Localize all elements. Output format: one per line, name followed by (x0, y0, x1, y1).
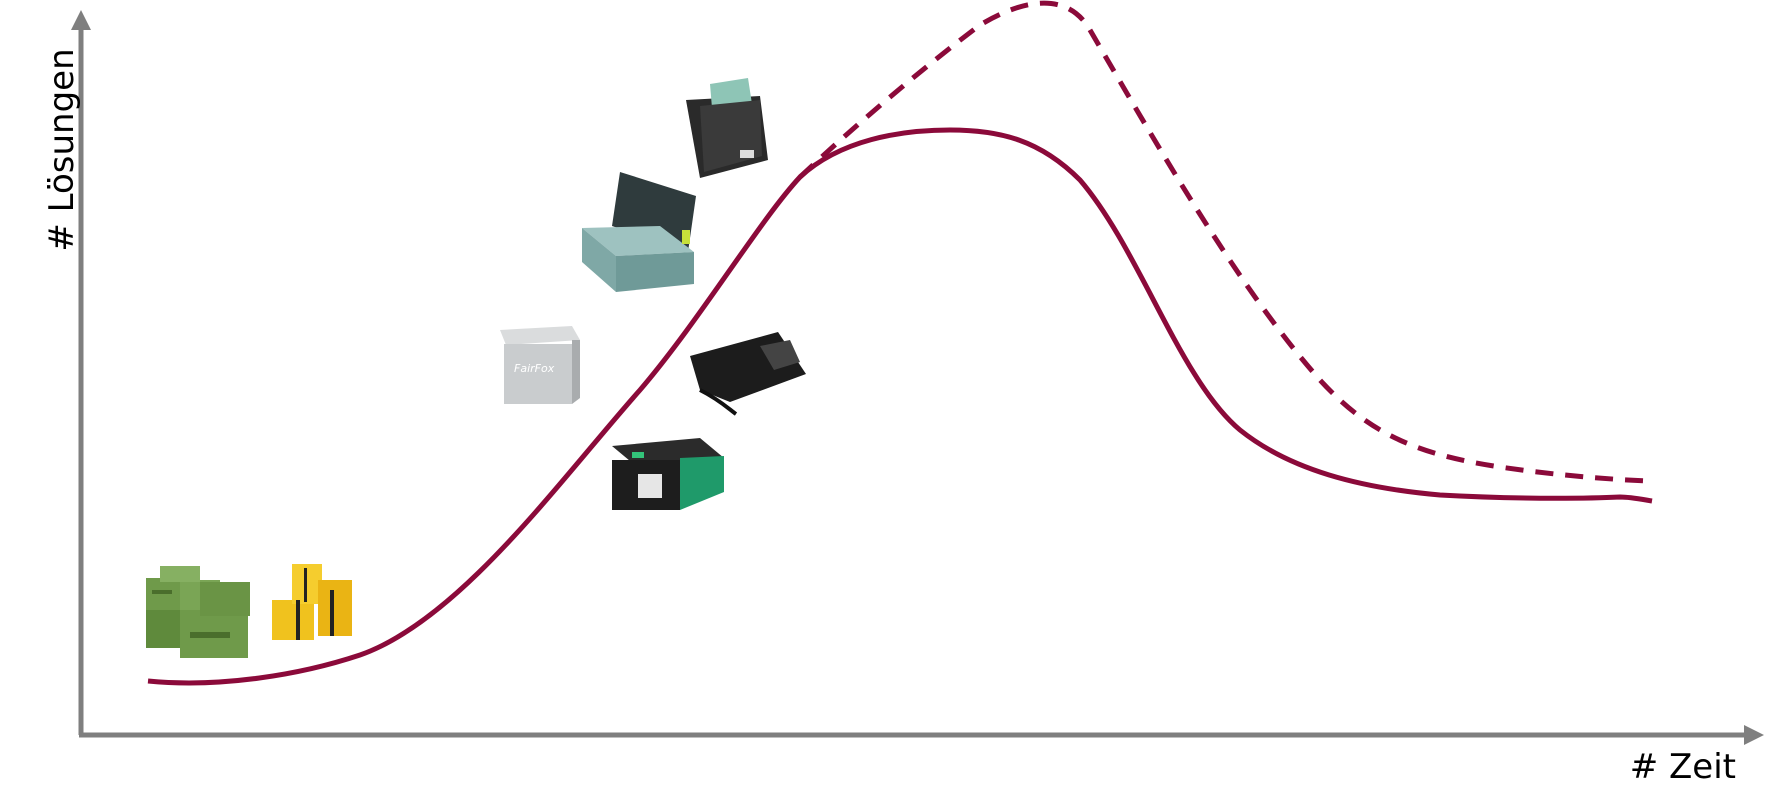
solid-curve (147, 127, 1653, 686)
teal-open-box-image (582, 172, 696, 292)
fairfox-label: FairFox (514, 362, 555, 375)
yellow-box-stack-image (272, 564, 352, 640)
y-axis-label: # Lösungen (42, 48, 82, 252)
fairfox-box-image: FairFox (500, 326, 580, 404)
dashed-curve (798, 0, 1651, 484)
x-axis-label: # Zeit (1629, 747, 1736, 787)
black-pouch-image (690, 332, 806, 416)
green-crate-stack-image (146, 566, 250, 658)
x-axis-arrowhead (1744, 725, 1764, 745)
green-smart-box-image (612, 438, 724, 510)
black-foldable-bag-image (686, 78, 768, 178)
y-axis-arrowhead (71, 10, 91, 30)
